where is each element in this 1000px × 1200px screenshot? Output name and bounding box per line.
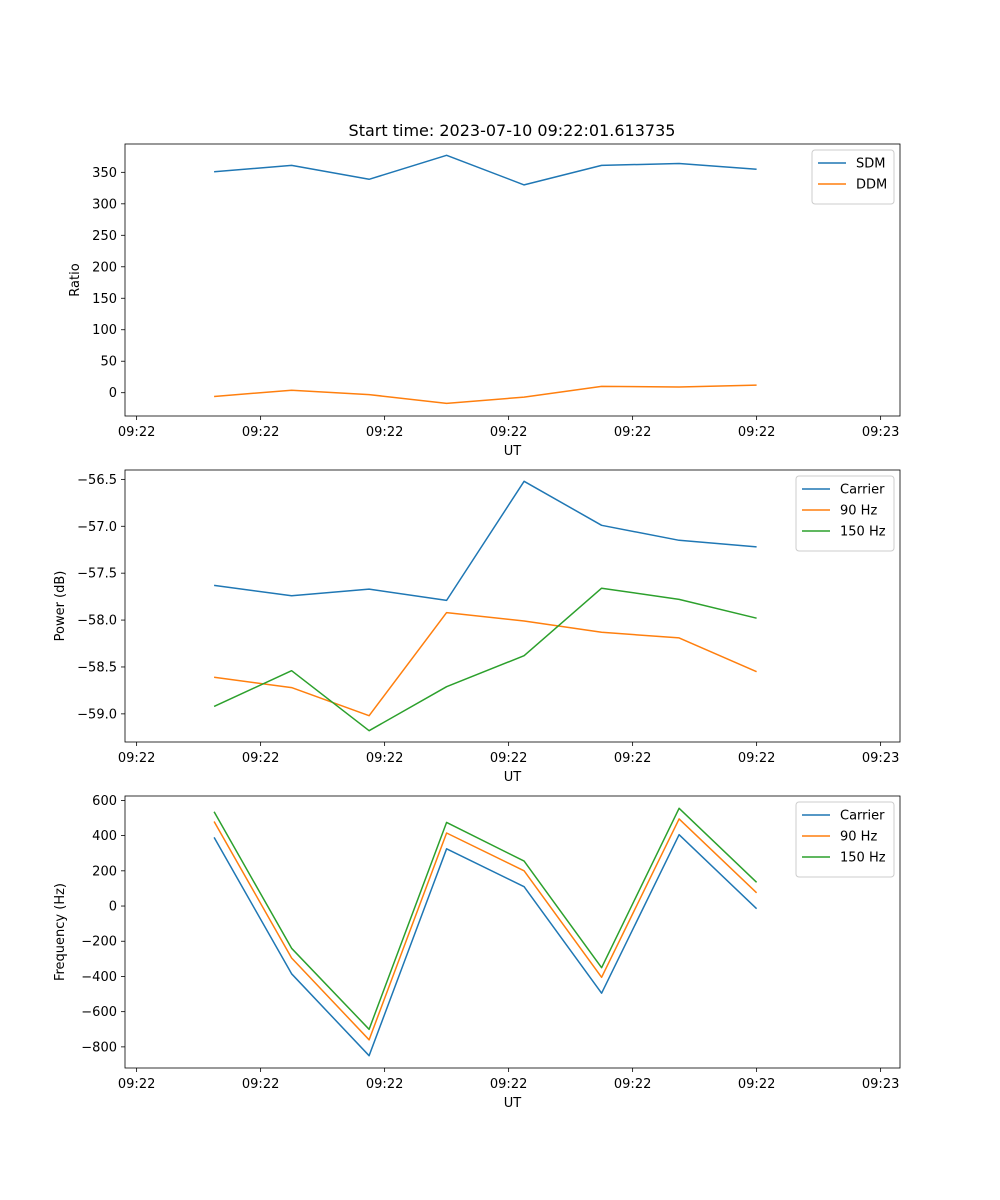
x-tick-label: 09:22 bbox=[738, 751, 775, 766]
series-line-150-hz bbox=[213, 587, 757, 732]
x-tick-label: 09:22 bbox=[366, 1077, 403, 1092]
series-line-sdm bbox=[214, 154, 757, 186]
y-tick-label: 100 bbox=[92, 323, 117, 338]
legend-label: 90 Hz bbox=[840, 830, 877, 845]
y-tick-label: 50 bbox=[100, 355, 117, 370]
x-tick-label: 09:22 bbox=[614, 425, 651, 440]
y-tick-label: 400 bbox=[92, 829, 117, 844]
panels: 0 50 100 150 200 250 300 350 09:22 09:22 09:22 09:2… bbox=[53, 143, 901, 1111]
y-tick-label: 150 bbox=[92, 292, 117, 307]
x-tick-label: 09:23 bbox=[862, 1077, 899, 1092]
y-axis-label: Frequency (Hz) bbox=[53, 883, 68, 981]
y-tick-label: −800 bbox=[81, 1040, 117, 1055]
series-line-150-hz bbox=[213, 807, 758, 1031]
legend-label: DDM bbox=[856, 178, 887, 193]
legend-box bbox=[795, 801, 895, 878]
panel-2: −59.0 −58.5 −58.0 −57.5 −57.0 −56.5 09:22 09:22… bbox=[53, 469, 901, 785]
y-tick-label: −59.0 bbox=[77, 707, 117, 722]
x-axis-label: UT bbox=[504, 444, 522, 459]
x-tick-label: 09:22 bbox=[366, 425, 403, 440]
y-axis-label: Power (dB) bbox=[53, 571, 68, 642]
y-tick-label: 300 bbox=[92, 197, 117, 212]
series-line-ddm bbox=[214, 384, 757, 405]
x-tick-label: 09:22 bbox=[738, 1077, 775, 1092]
x-tick-label: 09:22 bbox=[738, 425, 775, 440]
y-tick-label: −56.5 bbox=[77, 473, 117, 488]
y-tick-label: −200 bbox=[81, 935, 117, 950]
x-tick-label: 09:23 bbox=[862, 425, 899, 440]
series-line-carrier bbox=[214, 480, 757, 602]
axes-frame bbox=[124, 795, 901, 1069]
x-tick-label: 09:22 bbox=[242, 425, 279, 440]
y-tick-label: 250 bbox=[92, 229, 117, 244]
x-tick-label: 09:22 bbox=[490, 1077, 527, 1092]
y-tick-label: 0 bbox=[109, 900, 117, 915]
series-line-90-hz bbox=[214, 611, 757, 717]
y-tick-label: 0 bbox=[109, 386, 117, 401]
legend: Carrier 90 Hz 150 Hz bbox=[795, 475, 895, 552]
series-line-carrier bbox=[213, 833, 758, 1057]
legend: Carrier 90 Hz 150 Hz bbox=[795, 801, 895, 878]
chart-title: Start time: 2023-07-10 09:22:01.613735 bbox=[349, 121, 676, 140]
x-tick-label: 09:22 bbox=[366, 751, 403, 766]
x-tick-label: 09:22 bbox=[614, 751, 651, 766]
y-axis-label: Ratio bbox=[68, 263, 83, 296]
x-axis-label: UT bbox=[504, 770, 522, 785]
axes-frame bbox=[124, 469, 901, 743]
y-tick-label: 200 bbox=[92, 260, 117, 275]
x-tick-label: 09:22 bbox=[118, 425, 155, 440]
y-tick-label: −57.0 bbox=[77, 520, 117, 535]
axes-frame bbox=[124, 143, 901, 417]
legend: SDM DDM bbox=[811, 149, 895, 205]
y-tick-label: 350 bbox=[92, 166, 117, 181]
x-tick-label: 09:22 bbox=[118, 1077, 155, 1092]
legend-label: SDM bbox=[856, 157, 885, 172]
y-tick-label: −58.5 bbox=[77, 660, 117, 675]
y-tick-label: −58.0 bbox=[77, 614, 117, 629]
legend-label: 90 Hz bbox=[840, 504, 877, 519]
x-tick-label: 09:22 bbox=[118, 751, 155, 766]
x-tick-label: 09:22 bbox=[242, 1077, 279, 1092]
x-tick-label: 09:22 bbox=[490, 425, 527, 440]
y-tick-label: −600 bbox=[81, 1005, 117, 1020]
y-tick-label: −400 bbox=[81, 970, 117, 985]
y-tick-label: −57.5 bbox=[77, 567, 117, 582]
y-tick-label: 200 bbox=[92, 864, 117, 879]
y-tick-label: 600 bbox=[92, 794, 117, 809]
x-tick-label: 09:22 bbox=[490, 751, 527, 766]
legend-box bbox=[795, 475, 895, 552]
x-tick-label: 09:23 bbox=[862, 751, 899, 766]
x-tick-label: 09:22 bbox=[242, 751, 279, 766]
panel-1: 0 50 100 150 200 250 300 350 09:22 09:22 09:22 09:2… bbox=[68, 143, 901, 459]
legend-label: 150 Hz bbox=[840, 525, 886, 540]
panel-3: −800 −600 −400 −200 0 200 400 600 09:22 09:22 09:2… bbox=[53, 794, 901, 1111]
x-axis-label: UT bbox=[504, 1096, 522, 1111]
legend-label: Carrier bbox=[840, 809, 885, 824]
series-line-90-hz bbox=[213, 818, 758, 1041]
legend-label: 150 Hz bbox=[840, 851, 886, 866]
legend-label: Carrier bbox=[840, 483, 885, 498]
x-tick-label: 09:22 bbox=[614, 1077, 651, 1092]
